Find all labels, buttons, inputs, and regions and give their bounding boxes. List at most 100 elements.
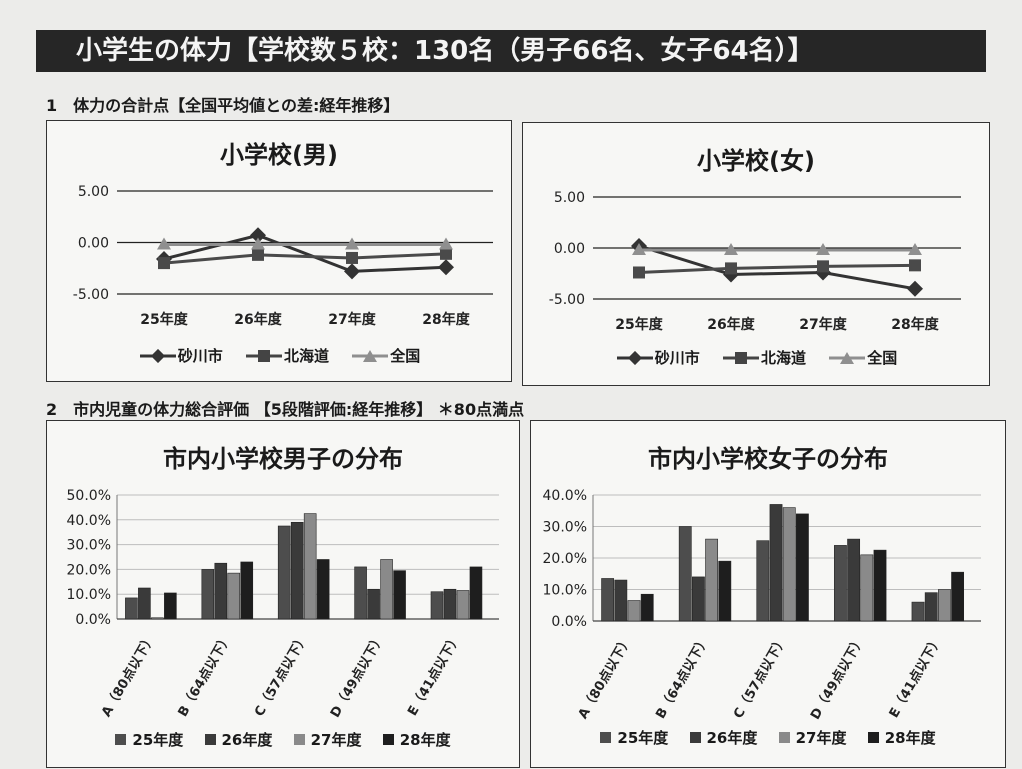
y-tick-label: 0.00	[554, 241, 585, 257]
data-point-triangle	[251, 237, 265, 250]
y-tick-label: 40.0%	[543, 488, 587, 504]
bar-0	[277, 525, 291, 620]
y-tick-label: 10.0%	[543, 583, 587, 599]
line-chart-boys: 5.00 0.00 -5.00 25年度 26年度 27年度 28年度	[73, 184, 493, 328]
bar-1	[290, 521, 304, 620]
line-chart-girls-panel: 5.00 0.00 -5.00 25年度 26年度 27年度 28年度 小学校(女) 砂川市…	[522, 122, 990, 386]
bar-1	[367, 588, 380, 620]
x-tick-label: 25年度	[140, 311, 188, 328]
x-tick-label: E（41点以下）	[404, 631, 464, 719]
bar-0	[125, 597, 138, 620]
bar-2	[380, 559, 393, 620]
bar-2	[627, 600, 641, 622]
bar-chart-boys-panel: 50.0% 40.0% 30.0% 20.0% 10.0% 0.0% A（80点以下） B（6…	[46, 420, 520, 768]
y-tick-label: 20.0%	[543, 551, 587, 567]
bar-1	[214, 562, 228, 620]
x-tick-label: C（57点以下）	[251, 631, 311, 719]
x-tick-label: D（49点以下）	[327, 631, 388, 720]
bar-2	[456, 590, 470, 620]
x-tick-label: 27年度	[799, 316, 847, 333]
bar-0	[834, 545, 847, 622]
data-point-triangle	[439, 237, 453, 250]
data-point-square	[725, 262, 737, 275]
y-tick-label: -5.00	[549, 292, 585, 308]
data-point-square	[633, 266, 645, 279]
bar-0	[678, 526, 692, 622]
bar-3	[469, 566, 483, 620]
legend-item-hokkaido: 北海道	[244, 345, 329, 366]
bar-2	[938, 589, 951, 622]
legend-item-zenkoku: 全国	[827, 347, 897, 368]
data-point-triangle	[724, 243, 738, 256]
bar-1	[138, 587, 151, 620]
legend-item-26: 26年度	[689, 727, 757, 748]
x-tick-label: D（49点以下）	[807, 633, 868, 722]
data-point-diamond	[815, 264, 831, 281]
chart-legend: 25年度 26年度 27年度 28年度	[47, 729, 519, 750]
chart-title: 小学校(男)	[220, 141, 338, 169]
bar-0	[354, 566, 367, 620]
bar-3	[718, 560, 732, 622]
series-line-0	[163, 233, 447, 273]
y-tick-label: 30.0%	[543, 520, 587, 536]
data-point-triangle	[816, 243, 830, 256]
bar-1	[614, 579, 628, 622]
bar-3	[240, 561, 254, 620]
bar-chart-girls-panel: 40.0% 30.0% 20.0% 10.0% 0.0% A（80点以下） B（64点以下）…	[530, 420, 1006, 768]
y-tick-label: 0.0%	[551, 614, 587, 630]
section-1-title: 1 体力の合計点【全国平均値との差:経年推移】	[46, 96, 400, 115]
bar-2	[151, 617, 164, 620]
series-line-0	[638, 244, 916, 291]
bar-chart-girls: 40.0% 30.0% 20.0% 10.0% 0.0% A（80点以下） B（64点以下）…	[543, 488, 981, 722]
legend-item-sunagawa: 砂川市	[615, 347, 700, 368]
bar-1	[769, 504, 783, 622]
y-tick-label: 5.00	[78, 184, 109, 200]
chart-title: 市内小学校女子の分布	[648, 445, 888, 473]
bar-1	[924, 592, 938, 622]
x-tick-label: E（41点以下）	[886, 633, 946, 721]
y-tick-label: 0.00	[78, 236, 109, 252]
data-point-square	[440, 247, 452, 260]
legend-item-zenkoku: 全国	[350, 345, 420, 366]
chart-title: 市内小学校男子の分布	[163, 445, 403, 473]
chart-title: 小学校(女)	[697, 147, 815, 175]
legend-item-28: 28年度	[867, 727, 936, 748]
data-point-square	[252, 248, 264, 261]
data-point-triangle	[157, 237, 171, 250]
line-chart-boys-panel: 5.00 0.00 -5.00 25年度 26年度 27年度 28年度 小学校(男) 砂川市…	[46, 120, 512, 382]
bar-1	[692, 576, 705, 622]
page-banner: 小学生の体力【学校数５校：130名（男子66名、女子64名）】	[36, 30, 986, 72]
data-point-square	[817, 260, 829, 273]
bar-0	[430, 591, 444, 620]
bar-3	[951, 571, 965, 622]
y-tick-label: 10.0%	[67, 587, 111, 603]
series-line-1	[638, 263, 916, 274]
bar-0	[201, 569, 215, 620]
line-chart-girls: 5.00 0.00 -5.00 25年度 26年度 27年度 28年度	[549, 190, 961, 333]
y-tick-label: 0.0%	[75, 612, 111, 628]
x-tick-label: A（80点以下）	[98, 631, 158, 720]
legend-item-sunagawa: 砂川市	[138, 345, 223, 366]
data-point-triangle	[345, 237, 359, 250]
section-2-title: 2 市内児童の体力総合評価 【5段階評価:経年推移】 ＊80点満点	[46, 400, 525, 419]
legend-item-25: 25年度	[600, 727, 668, 748]
series-line-1	[163, 252, 447, 265]
y-tick-label: 40.0%	[67, 513, 111, 529]
data-point-diamond	[438, 259, 454, 276]
y-tick-label: -5.00	[73, 287, 109, 303]
chart-legend: 砂川市 北海道 全国	[523, 347, 989, 368]
chart-legend: 25年度 26年度 27年度 28年度	[531, 727, 1005, 748]
x-tick-label: B（64点以下）	[653, 633, 713, 722]
bar-2	[303, 513, 317, 620]
chart-legend: 砂川市 北海道 全国	[47, 345, 511, 366]
y-tick-label: 20.0%	[67, 562, 111, 578]
x-tick-label: 28年度	[422, 311, 470, 328]
legend-item-25: 25年度	[115, 729, 183, 750]
data-point-diamond	[344, 263, 360, 280]
legend-item-hokkaido: 北海道	[721, 347, 806, 368]
bar-0	[756, 540, 770, 622]
data-point-triangle	[632, 243, 646, 256]
data-point-square	[346, 251, 358, 264]
y-tick-label: 5.00	[554, 190, 585, 206]
x-tick-label: C（57点以下）	[730, 633, 790, 721]
